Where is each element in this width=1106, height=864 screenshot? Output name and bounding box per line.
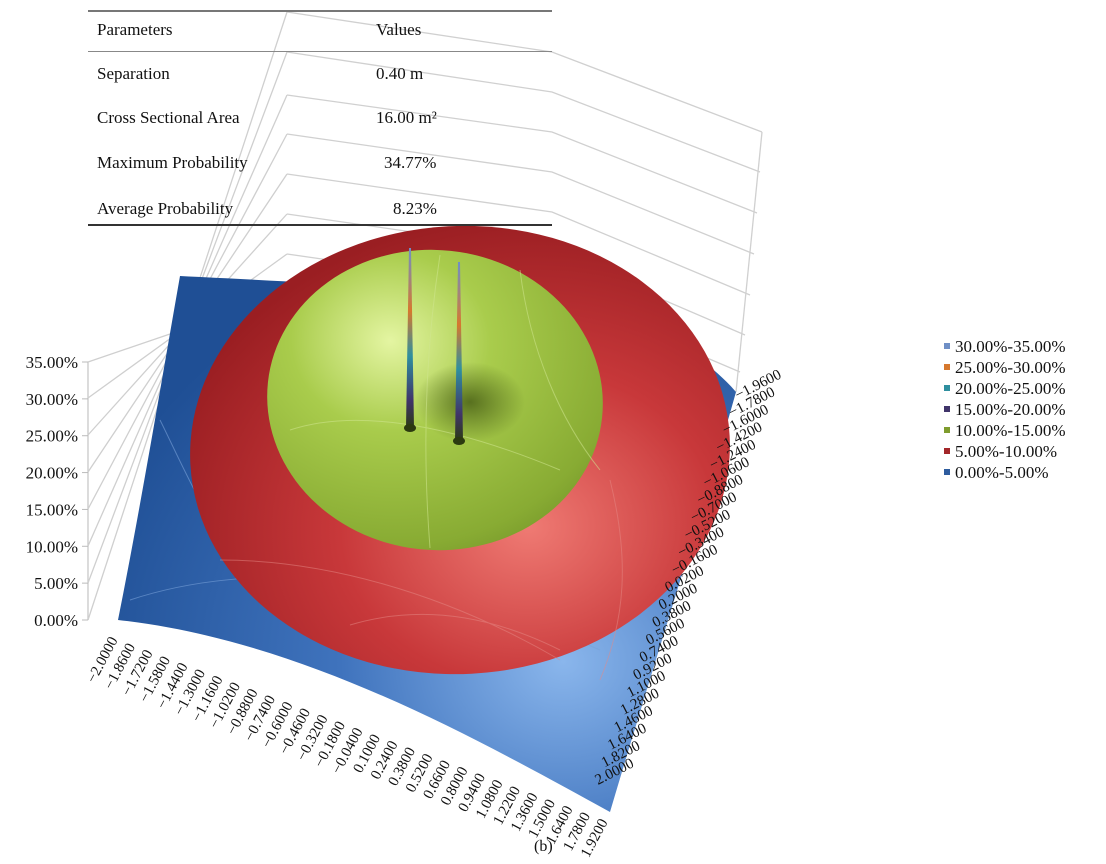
param-name: Maximum Probability [97, 153, 248, 172]
legend-swatch [944, 364, 950, 371]
back-wall-line-4 [286, 173, 751, 296]
legend-swatch [944, 469, 950, 476]
table-header-values: Values [376, 20, 422, 39]
peak-spike-2 [455, 262, 463, 441]
table-top-rule [88, 10, 552, 12]
z-tick-label: 20.00% [26, 464, 78, 483]
table-row: Cross Sectional Area 16.00 m² [88, 108, 552, 138]
legend-item: 5.00%-10.00% [944, 441, 1065, 462]
param-name: Separation [97, 64, 170, 83]
peak-spikes [404, 248, 465, 445]
surface-lines-green [289, 254, 601, 549]
surface-dip [415, 362, 525, 442]
back-wall-line-2 [286, 94, 758, 214]
legend-swatch [944, 406, 950, 413]
legend-label: 15.00%-20.00% [955, 400, 1066, 419]
param-name: Average Probability [97, 199, 234, 218]
back-wall-line-3 [286, 133, 755, 255]
figure-caption: (b) [534, 838, 553, 855]
table-row: Average Probability 8.23% [88, 199, 552, 229]
legend-item: 0.00%-5.00% [944, 462, 1065, 483]
z-tick-label: 15.00% [26, 500, 78, 519]
table-row: Maximum Probability 34.77% [88, 153, 552, 183]
z-tick-label: 0.00% [34, 611, 78, 630]
legend-swatch [944, 448, 950, 455]
param-value: 34.77% [384, 153, 437, 172]
peak-base-1 [404, 424, 416, 432]
z-tick-label: 10.00% [26, 537, 78, 556]
legend-label: 25.00%-30.00% [955, 358, 1066, 377]
param-value: 0.40 m [376, 64, 424, 83]
table-row: Separation 0.40 m [88, 64, 552, 94]
legend-item: 25.00%-30.00% [944, 357, 1065, 378]
back-wall-line-0 [286, 11, 763, 133]
legend-label: 30.00%-35.00% [955, 337, 1066, 356]
legend-label: 10.00%-15.00% [955, 421, 1066, 440]
legend-label: 20.00%-25.00% [955, 379, 1066, 398]
param-name: Cross Sectional Area [97, 108, 240, 127]
z-axis-ticks: 0.00% 5.00% 10.00% 15.00% 20.00% 25.00% 30.00%… [26, 353, 88, 630]
z-tick-label: 30.00% [26, 390, 78, 409]
surface-lines-red [219, 479, 623, 681]
z-tick-label: 35.00% [26, 353, 78, 372]
table-header-parameters: Parameters [97, 20, 173, 39]
legend-item: 15.00%-20.00% [944, 399, 1065, 420]
legend-item: 10.00%-15.00% [944, 420, 1065, 441]
legend-swatch [944, 343, 950, 350]
z-tick-label: 5.00% [34, 574, 78, 593]
z-axis-right [735, 131, 763, 393]
back-wall-line-1 [286, 51, 761, 173]
param-value: 16.00 m² [376, 108, 437, 127]
legend-label: 5.00%-10.00% [955, 442, 1057, 461]
table-header-row: Parameters Values [88, 20, 552, 50]
z-tick-label: 25.00% [26, 427, 78, 446]
table-bottom-rule [88, 224, 552, 226]
peak-base-2 [453, 437, 465, 445]
legend-item: 20.00%-25.00% [944, 378, 1065, 399]
param-value: 8.23% [393, 199, 437, 218]
legend-swatch [944, 385, 950, 392]
legend-item: 30.00%-35.00% [944, 336, 1065, 357]
legend-label: 0.00%-5.00% [955, 463, 1049, 482]
peak-spike-1 [406, 248, 414, 428]
chart-legend: 30.00%-35.00% 25.00%-30.00% 20.00%-25.00% 1… [944, 336, 1065, 483]
table-header-rule [88, 51, 552, 52]
legend-swatch [944, 427, 950, 434]
